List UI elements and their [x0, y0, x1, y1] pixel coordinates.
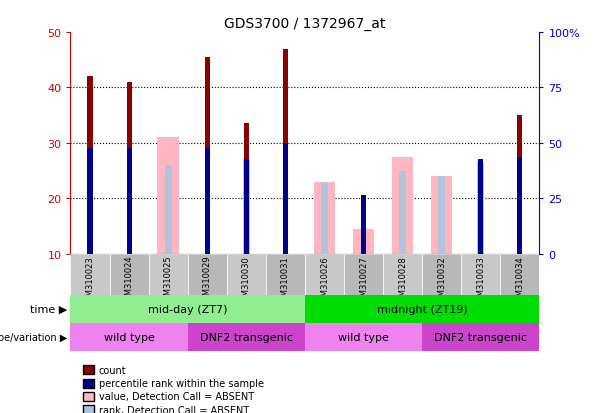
Text: GSM310027: GSM310027 — [359, 255, 368, 306]
Bar — [283, 50, 288, 254]
Text: GSM310028: GSM310028 — [398, 255, 407, 306]
Bar — [383, 254, 422, 295]
Bar — [500, 254, 539, 295]
Title: GDS3700 / 1372967_at: GDS3700 / 1372967_at — [224, 17, 386, 31]
Bar — [243, 160, 250, 254]
Bar — [126, 83, 132, 254]
Text: GSM310029: GSM310029 — [203, 255, 211, 306]
Text: rank, Detection Call = ABSENT: rank, Detection Call = ABSENT — [99, 405, 249, 413]
Text: GSM310030: GSM310030 — [242, 255, 251, 306]
Bar — [314, 182, 335, 254]
Bar — [305, 295, 539, 323]
Bar — [266, 254, 305, 295]
Bar — [399, 171, 406, 254]
Text: mid-day (ZT7): mid-day (ZT7) — [148, 304, 227, 314]
Bar — [517, 157, 522, 254]
Bar — [188, 254, 227, 295]
Text: wild type: wild type — [104, 332, 154, 342]
Bar — [70, 254, 110, 295]
Bar — [188, 323, 305, 351]
Text: GSM310024: GSM310024 — [124, 255, 134, 306]
Bar — [431, 177, 452, 254]
Text: GSM310034: GSM310034 — [516, 255, 524, 306]
Bar — [353, 229, 375, 254]
Bar — [70, 323, 188, 351]
Bar — [361, 196, 366, 254]
Bar — [478, 163, 484, 254]
Bar — [321, 182, 328, 254]
Bar — [244, 160, 249, 254]
Bar — [305, 323, 422, 351]
Bar — [110, 254, 149, 295]
Text: GSM310031: GSM310031 — [281, 255, 290, 306]
Text: DNF2 transgenic: DNF2 transgenic — [435, 332, 527, 342]
Bar — [227, 254, 266, 295]
Bar — [158, 138, 179, 254]
Bar — [244, 124, 249, 254]
Bar — [462, 254, 500, 295]
Text: wild type: wild type — [338, 332, 389, 342]
Bar — [438, 177, 445, 254]
Bar — [283, 143, 288, 254]
Bar — [422, 254, 462, 295]
Bar — [344, 254, 383, 295]
Bar — [478, 160, 484, 254]
Bar — [392, 157, 413, 254]
Bar — [422, 323, 539, 351]
Text: percentile rank within the sample: percentile rank within the sample — [99, 378, 264, 388]
Text: GSM310025: GSM310025 — [164, 255, 173, 306]
Text: GSM310032: GSM310032 — [437, 255, 446, 306]
Bar — [149, 254, 188, 295]
Bar — [517, 116, 522, 254]
Bar — [165, 166, 172, 254]
Bar — [70, 295, 305, 323]
Text: GSM310023: GSM310023 — [86, 255, 94, 306]
Bar — [88, 77, 93, 254]
Text: value, Detection Call = ABSENT: value, Detection Call = ABSENT — [99, 392, 254, 401]
Bar — [205, 149, 210, 254]
Bar — [305, 254, 344, 295]
Bar — [88, 149, 93, 254]
Text: GSM310033: GSM310033 — [476, 255, 485, 306]
Text: time ▶: time ▶ — [30, 304, 67, 314]
Text: genotype/variation ▶: genotype/variation ▶ — [0, 332, 67, 342]
Text: count: count — [99, 365, 126, 375]
Text: midnight (ZT19): midnight (ZT19) — [377, 304, 468, 314]
Bar — [205, 58, 210, 254]
Bar — [126, 149, 132, 254]
Text: DNF2 transgenic: DNF2 transgenic — [200, 332, 293, 342]
Text: GSM310026: GSM310026 — [320, 255, 329, 306]
